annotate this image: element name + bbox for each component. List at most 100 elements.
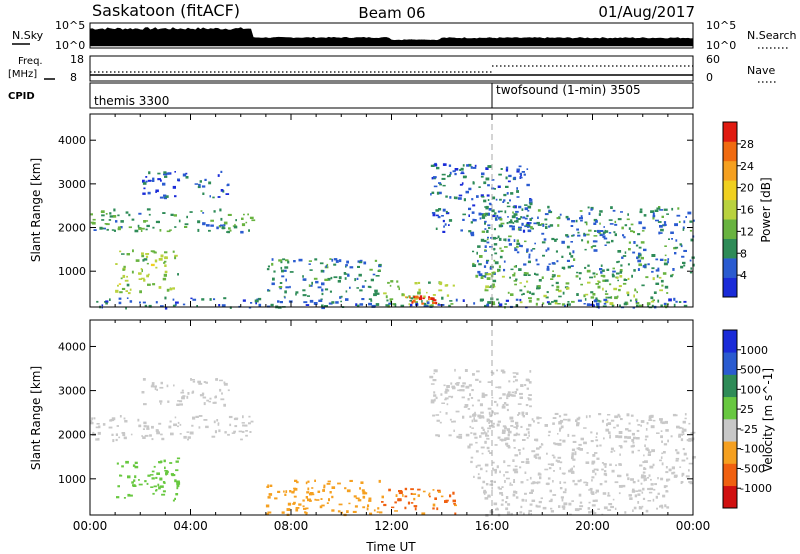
heatmap-cell: [529, 202, 533, 206]
heatmap-cell: [501, 499, 504, 502]
heatmap-cell: [512, 372, 517, 374]
heatmap-cell: [101, 210, 105, 213]
heatmap-cell: [481, 486, 484, 489]
heatmap-cell: [446, 294, 450, 297]
heatmap-cell: [524, 492, 527, 495]
heatmap-cell: [518, 268, 522, 271]
heatmap-cell: [398, 492, 403, 495]
heatmap-cell: [516, 170, 520, 173]
time-axis-label: Time UT: [365, 540, 416, 554]
heatmap-cell: [635, 244, 639, 247]
heatmap-cell: [328, 302, 333, 305]
heatmap-cell: [521, 208, 524, 211]
heatmap-cell: [143, 425, 147, 428]
heatmap-cell: [624, 251, 627, 254]
heatmap-cell: [368, 499, 372, 502]
heatmap-cell: [475, 450, 479, 453]
heatmap-cell: [385, 304, 390, 307]
heatmap-cell: [540, 497, 543, 500]
heatmap-cell: [281, 511, 285, 514]
heatmap-cell: [559, 487, 563, 490]
heatmap-cell: [567, 265, 571, 269]
heatmap-cell: [675, 223, 678, 226]
heatmap-cell: [344, 277, 347, 280]
heatmap-cell: [526, 280, 529, 283]
heatmap-cell: [623, 279, 628, 281]
heatmap-cell: [118, 436, 121, 439]
heatmap-cell: [477, 270, 481, 274]
velocity-colorbar-label: Velocity [m s^-1]: [761, 368, 775, 472]
heatmap-cell: [486, 419, 489, 423]
heatmap-cell: [529, 405, 532, 408]
heatmap-cell: [416, 295, 419, 299]
heatmap-cell: [593, 235, 598, 237]
heatmap-cell: [648, 419, 653, 421]
heatmap-cell: [483, 181, 487, 185]
colorbar-segment: [723, 485, 737, 509]
heatmap-cell: [543, 238, 547, 241]
heatmap-cell: [469, 393, 471, 397]
heatmap-cell: [536, 481, 539, 485]
heatmap-cell: [453, 420, 456, 423]
heatmap-cell: [602, 287, 604, 291]
heatmap-cell: [553, 442, 556, 445]
heatmap-cell: [619, 270, 623, 274]
heatmap-cell: [443, 225, 445, 228]
heatmap-cell: [156, 431, 160, 435]
heatmap-cell: [456, 382, 460, 384]
y-tick-label: 3000: [58, 385, 86, 398]
heatmap-cell: [115, 289, 119, 293]
heatmap-cell: [175, 301, 179, 304]
heatmap-cell: [357, 265, 360, 268]
heatmap-cell: [330, 276, 333, 280]
heatmap-cell: [512, 468, 517, 472]
heatmap-cell: [410, 297, 414, 300]
heatmap-cell: [493, 228, 496, 231]
heatmap-cell: [405, 296, 407, 298]
heatmap-cell: [181, 396, 185, 400]
heatmap-cell: [339, 296, 342, 299]
heatmap-cell: [484, 304, 487, 308]
heatmap-cell: [584, 298, 587, 301]
heatmap-cell: [483, 199, 487, 203]
heatmap-cell: [519, 172, 522, 175]
heatmap-cell: [526, 248, 529, 251]
heatmap-cell: [117, 226, 122, 229]
heatmap-cell: [484, 463, 489, 467]
heatmap-cell: [432, 414, 436, 417]
heatmap-cell: [431, 212, 436, 214]
heatmap-cell: [324, 305, 328, 307]
heatmap-cell: [627, 477, 630, 481]
heatmap-cell: [507, 180, 511, 183]
heatmap-cell: [608, 232, 612, 234]
heatmap-cell: [546, 265, 550, 269]
heatmap-cell: [652, 498, 655, 502]
heatmap-cell: [381, 501, 384, 503]
heatmap-cell: [485, 205, 489, 209]
heatmap-cell: [577, 299, 582, 302]
heatmap-cell: [445, 284, 449, 287]
heatmap-cell: [359, 487, 361, 490]
heatmap-cell: [145, 253, 150, 255]
heatmap-cell: [630, 223, 634, 226]
heatmap-cell: [182, 173, 187, 177]
heatmap-cell: [645, 276, 649, 279]
heatmap-cell: [472, 218, 475, 222]
heatmap-cell: [283, 269, 287, 272]
heatmap-cell: [432, 503, 436, 507]
heatmap-cell: [637, 256, 640, 259]
heatmap-cell: [349, 479, 353, 482]
heatmap-cell: [558, 289, 562, 293]
heatmap-cell: [352, 510, 357, 513]
heatmap-cell: [463, 406, 468, 408]
heatmap-cell: [182, 395, 186, 397]
colorbar-frame: [722, 329, 738, 509]
heatmap-cell: [217, 422, 220, 425]
heatmap-cell: [610, 505, 614, 509]
heatmap-cell: [505, 477, 510, 480]
x-tick-label: 16:00: [475, 519, 510, 533]
heatmap-cell: [547, 482, 549, 486]
heatmap-cell: [423, 305, 428, 308]
heatmap-cell: [616, 261, 619, 264]
heatmap-cell: [146, 425, 150, 428]
